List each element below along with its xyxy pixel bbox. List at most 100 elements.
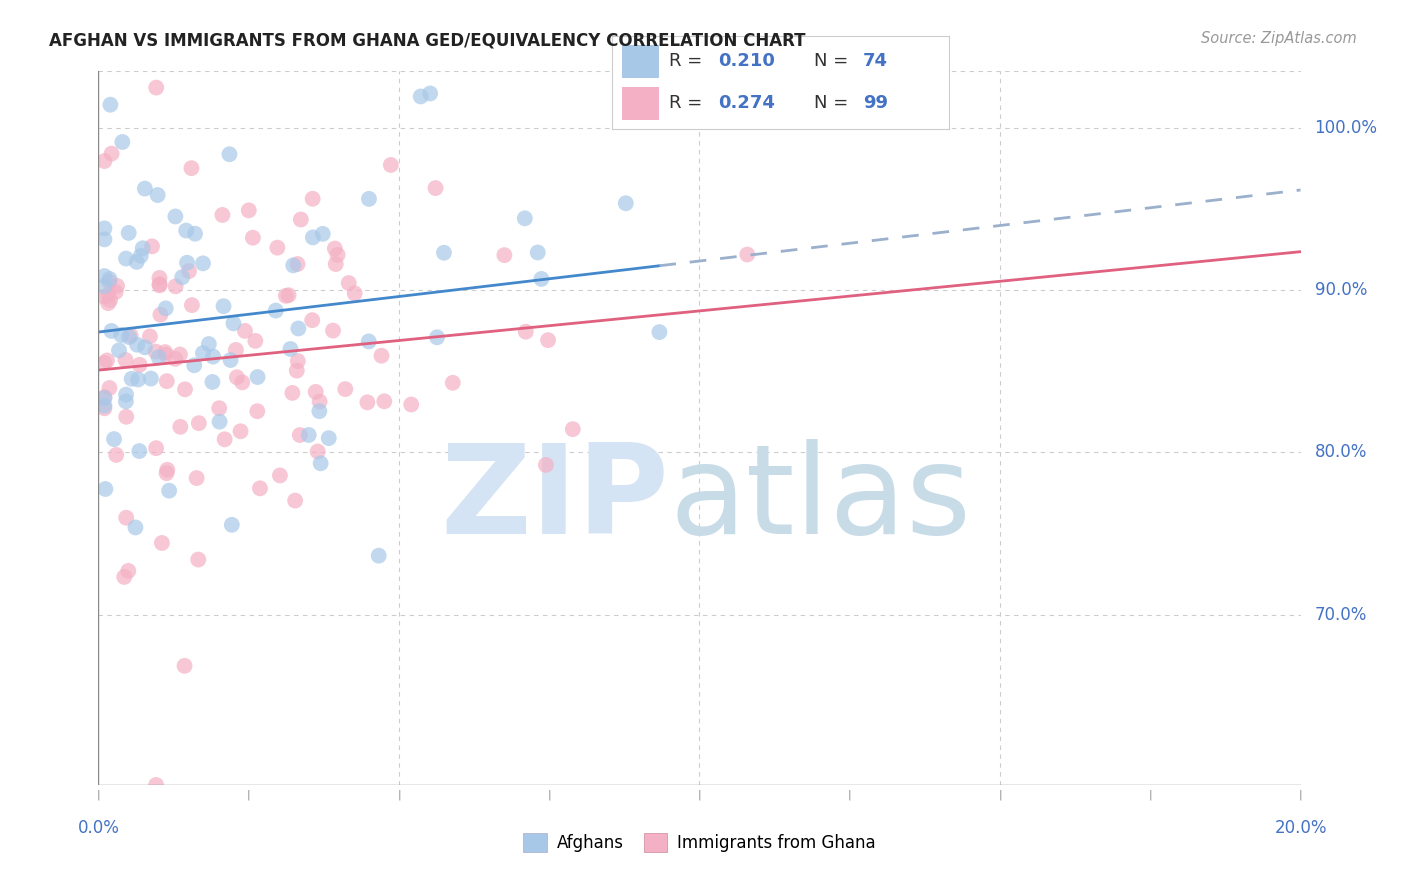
Point	[409, 89, 432, 103]
Point	[128, 444, 150, 458]
Point	[93, 391, 115, 405]
Text: atlas: atlas	[669, 439, 972, 560]
Text: 100.0%: 100.0%	[1315, 120, 1378, 137]
Point	[98, 275, 121, 289]
Point	[307, 444, 329, 458]
Point	[125, 255, 148, 269]
Point	[399, 397, 422, 411]
Point	[129, 249, 152, 263]
Text: 20.0%: 20.0%	[1274, 819, 1327, 837]
Point	[145, 344, 167, 359]
Point	[198, 337, 221, 351]
Point	[100, 324, 122, 338]
Point	[238, 203, 260, 218]
Point	[105, 448, 128, 462]
Point	[150, 536, 173, 550]
Point	[202, 350, 225, 364]
Point	[274, 289, 297, 303]
Point	[103, 432, 125, 446]
Text: |: |	[547, 789, 551, 800]
Point	[165, 279, 187, 293]
Point	[134, 340, 156, 354]
Text: N =: N =	[814, 95, 853, 112]
Point	[561, 422, 583, 436]
Point	[93, 290, 115, 304]
Point	[191, 256, 214, 270]
Point	[309, 456, 332, 470]
Point	[281, 385, 304, 400]
Point	[222, 316, 245, 330]
Text: ZIP: ZIP	[440, 439, 669, 560]
Point	[93, 221, 115, 235]
Point	[367, 549, 389, 563]
Point	[115, 387, 138, 401]
Point	[285, 363, 308, 377]
Point	[134, 181, 156, 195]
Point	[169, 420, 191, 434]
Point	[155, 348, 177, 362]
Text: 70.0%: 70.0%	[1315, 606, 1367, 624]
Point	[148, 277, 170, 291]
Point	[97, 296, 120, 310]
Point	[277, 288, 299, 302]
Point	[225, 370, 247, 384]
Text: N =: N =	[814, 52, 853, 70]
Point	[219, 353, 242, 368]
Point	[287, 321, 309, 335]
Point	[534, 458, 557, 472]
Point	[201, 375, 224, 389]
Point	[218, 147, 240, 161]
Point	[93, 401, 115, 416]
Point	[118, 330, 141, 344]
Point	[288, 428, 311, 442]
Point	[370, 349, 392, 363]
Point	[93, 232, 115, 246]
Point	[290, 212, 312, 227]
Point	[98, 381, 121, 395]
Text: AFGHAN VS IMMIGRANTS FROM GHANA GED/EQUIVALENCY CORRELATION CHART: AFGHAN VS IMMIGRANTS FROM GHANA GED/EQUI…	[49, 31, 806, 49]
Point	[98, 293, 121, 307]
Point	[120, 328, 142, 343]
Point	[141, 239, 163, 253]
Text: 0.0%: 0.0%	[77, 819, 120, 837]
Point	[148, 278, 170, 293]
Text: |: |	[396, 789, 401, 800]
Point	[343, 286, 366, 301]
Point	[648, 325, 671, 339]
Text: R =: R =	[669, 52, 709, 70]
Point	[183, 358, 205, 372]
Point	[208, 401, 231, 416]
Point	[187, 416, 209, 430]
Point	[264, 303, 287, 318]
Point	[98, 272, 121, 286]
Point	[112, 570, 135, 584]
Text: 80.0%: 80.0%	[1315, 443, 1367, 461]
Point	[373, 394, 395, 409]
Point	[515, 325, 537, 339]
Point	[249, 481, 271, 495]
Text: 99: 99	[863, 95, 889, 112]
Point	[121, 372, 143, 386]
Point	[537, 333, 560, 347]
Point	[433, 245, 456, 260]
Point	[108, 343, 131, 358]
Bar	[621, 45, 659, 78]
Point	[280, 342, 302, 356]
Point	[221, 517, 243, 532]
Text: 90.0%: 90.0%	[1315, 281, 1367, 300]
Point	[356, 395, 378, 409]
Point	[115, 409, 138, 424]
Point	[117, 564, 139, 578]
Point	[287, 354, 309, 368]
Point	[380, 158, 402, 172]
Point	[93, 268, 115, 283]
Text: |: |	[697, 789, 702, 800]
Point	[139, 371, 162, 385]
Point	[298, 428, 321, 442]
Point	[148, 270, 170, 285]
Point	[233, 324, 256, 338]
Point	[180, 161, 202, 176]
Point	[128, 358, 150, 372]
Point	[425, 181, 447, 195]
Point	[187, 552, 209, 566]
